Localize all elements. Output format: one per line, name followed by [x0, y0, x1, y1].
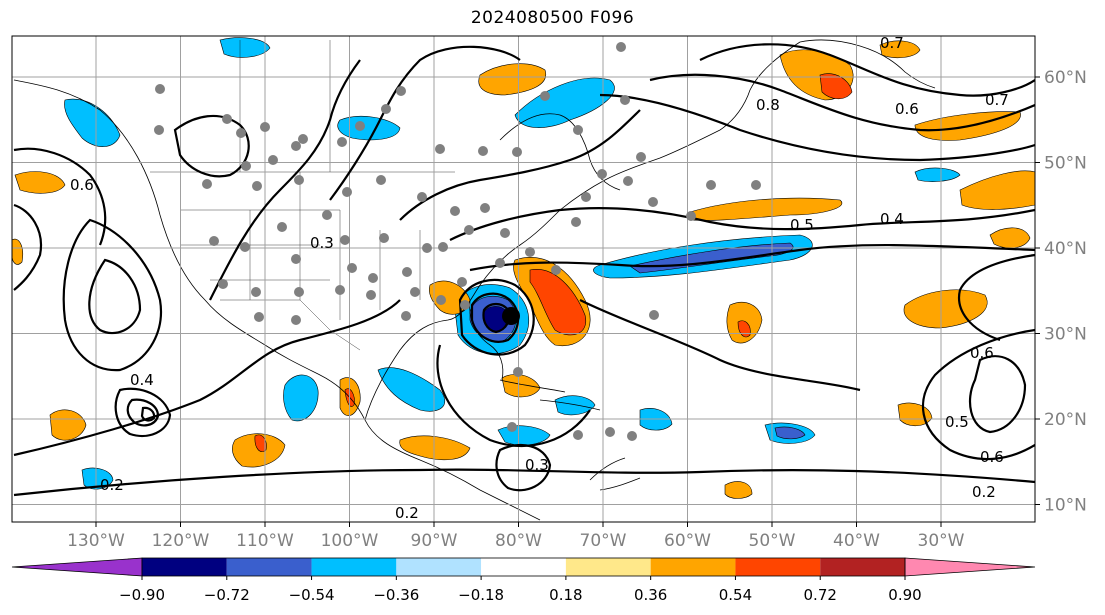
colorbar-extend-low [11, 557, 143, 577]
fill-atlantic-positive-band [689, 197, 843, 221]
fill-caribbean-negative [554, 395, 596, 416]
longitude-tick-label: 90°W [411, 531, 458, 551]
fill-west-positive-1 [14, 171, 66, 194]
contour-label: 0.6 [895, 100, 919, 118]
latitude-tick-label: 40°N [1044, 239, 1087, 259]
contour-label: 0.4 [130, 371, 154, 389]
fill-greenland-east [879, 40, 921, 59]
fill-hudson-positive [478, 63, 547, 96]
fill-west-coast-negative [64, 98, 121, 147]
colorbar-outline [141, 557, 906, 577]
colorbar-segment [820, 558, 905, 576]
colorbar-segment [142, 558, 227, 576]
longitude-tick-label: 60°W [664, 531, 711, 551]
map-border [11, 35, 1036, 523]
fill-greenland-positive-core [819, 73, 853, 100]
contour-label: 0.2 [972, 483, 996, 501]
contour-label: 0.3 [310, 234, 334, 252]
contour-label: 0.8 [756, 96, 780, 114]
colorbar-segment [735, 558, 821, 576]
colorbar-segment [226, 558, 312, 576]
colorbar-tick-label: −0.54 [289, 586, 335, 604]
colorbar-tick-label: 0.72 [804, 586, 837, 604]
fill-gulf-negative [377, 367, 446, 412]
colorbar: −0.90 −0.72 −0.54 −0.36 −0.18 0.18 0.36 0.54 0.7… [11, 557, 1036, 604]
longitude-tick-label: 40°W [833, 531, 880, 551]
contour-label: 0.5 [790, 216, 814, 234]
longitude-tick-label: 110°W [236, 531, 294, 551]
latitude-tick-labels: 60°N 50°N 40°N 30°N 20°N 10°N [1035, 68, 1087, 516]
fill-mexico-negative [283, 374, 319, 422]
fill-azores-negative [914, 167, 961, 182]
longitude-tick-label: 80°W [495, 531, 542, 551]
colorbar-tick-label: −0.18 [458, 586, 504, 604]
colorbar-segment [481, 558, 566, 576]
contour-label: 0.3 [525, 456, 549, 474]
latitude-tick-label: 30°N [1044, 325, 1087, 345]
contour-label: 0.2 [395, 504, 419, 522]
fill-east-trop-positive-2 [724, 481, 753, 499]
colorbar-tick-label: 0.90 [888, 586, 921, 604]
fill-east-positive-3 [989, 227, 1031, 249]
contour-label: 0.7 [985, 91, 1009, 109]
contour-label: 0.6 [70, 176, 94, 194]
contour-lines [13, 43, 1035, 497]
fill-central-america-positive [399, 435, 471, 461]
colorbar-tick-label: −0.72 [204, 586, 250, 604]
fill-hurricane-positive-core [529, 269, 587, 336]
contour-labels: 0.2 0.2 0.2 0.4 0.4 0.5 0.5 0.6 0.6 0.6 … [70, 34, 1009, 522]
longitude-tick-label: 130°W [67, 531, 125, 551]
contour-label: 0.6 [970, 344, 994, 362]
fill-tropical-positive-core [737, 320, 751, 338]
fill-pacific-nw-negative [219, 37, 271, 58]
colorbar-segment [650, 558, 736, 576]
contour-label: 0.6 [980, 448, 1004, 466]
longitude-tick-labels: 130°W 120°W 110°W 100°W 90°W 80°W 70°W 60°W 50°W… [67, 522, 965, 551]
colorbar-segment [396, 558, 482, 576]
fill-east-atlantic-positive [959, 170, 1035, 210]
colorbar-segment [565, 558, 651, 576]
longitude-tick-label: 120°W [152, 531, 210, 551]
longitude-tick-label: 70°W [580, 531, 627, 551]
contour-label: 0.2 [100, 476, 124, 494]
station-markers [154, 42, 761, 441]
map-panel: 0.2 0.2 0.2 0.4 0.4 0.5 0.5 0.6 0.6 0.6 … [11, 34, 1087, 551]
contour-label: 0.4 [880, 210, 904, 228]
longitude-tick-label: 50°W [749, 531, 796, 551]
colorbar-extend-high [904, 557, 1036, 577]
longitude-tick-label: 100°W [321, 531, 379, 551]
colorbar-tick-label: 0.36 [634, 586, 667, 604]
latitude-tick-label: 10°N [1044, 496, 1087, 516]
graticule [12, 36, 1035, 522]
fill-tropical-negative-core [774, 426, 806, 440]
latitude-tick-label: 60°N [1044, 68, 1087, 88]
map-title: 2024080500 F096 [470, 8, 635, 28]
colorbar-tick-label: −0.90 [119, 586, 165, 604]
fill-pacific-positive-core [254, 434, 267, 452]
colorbar-segment [311, 558, 397, 576]
contour-label: 0.5 [945, 413, 969, 431]
storm-center-marker [502, 307, 520, 325]
colorbar-tick-label: 0.18 [549, 586, 582, 604]
latitude-tick-label: 50°N [1044, 154, 1087, 174]
contour-label: 0.7 [880, 34, 904, 52]
longitude-tick-label: 30°W [918, 531, 965, 551]
fill-far-pacific-positive [49, 409, 87, 441]
colorbar-tick-label: −0.36 [373, 586, 419, 604]
fill-canada-negative [337, 115, 401, 141]
latitude-tick-label: 20°N [1044, 410, 1087, 430]
colorbar-tick-label: 0.54 [719, 586, 752, 604]
